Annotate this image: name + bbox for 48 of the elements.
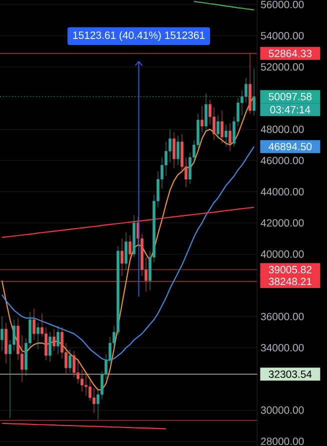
candlestick — [80, 369, 84, 392]
y-tick-label: 34000.00 — [260, 344, 304, 352]
candlestick — [88, 380, 92, 402]
candlestick — [164, 142, 168, 176]
candlestick — [76, 358, 80, 384]
candlestick — [32, 308, 36, 340]
candlestick — [220, 110, 224, 144]
y-tick-label: 52000.00 — [260, 63, 304, 71]
candlestick — [176, 135, 180, 166]
candlestick — [120, 238, 124, 276]
candlestick — [56, 326, 60, 354]
y-tick-label: 48000.00 — [260, 126, 304, 134]
candlestick — [44, 327, 48, 360]
candlestick — [92, 388, 96, 414]
y-tick-label: 40000.00 — [260, 250, 304, 258]
ref-line-label: 39005.82 — [268, 266, 312, 274]
candlestick — [72, 350, 76, 378]
y-tick-label: 28000.00 — [261, 438, 304, 446]
candlestick — [12, 319, 16, 352]
candlestick — [228, 122, 232, 152]
candlestick — [84, 374, 88, 396]
y-tick-label: 46000.00 — [260, 156, 304, 164]
candlestick — [52, 328, 56, 352]
candlestick — [216, 115, 220, 139]
candlestick — [0, 316, 4, 352]
y-tick-label: 54000.00 — [260, 32, 304, 40]
candlestick — [172, 132, 176, 169]
text: 03:47:14 — [270, 106, 310, 114]
data-label: 46894.50 — [268, 142, 312, 150]
candlestick — [36, 322, 40, 350]
ref-line-label: 38248.21 — [268, 278, 312, 286]
annotation: 15123.61 (40.41%) 1512361 — [73, 31, 205, 41]
candlestick — [128, 235, 132, 261]
y-tick-label: 44000.00 — [260, 188, 304, 196]
candlestick — [168, 129, 172, 162]
y-tick-label: 56000.00 — [260, 0, 304, 8]
candlestick — [224, 124, 228, 147]
candlestick — [212, 107, 216, 140]
y-tick-label: 42000.00 — [260, 219, 304, 227]
candlestick — [48, 332, 52, 362]
y-tick-label: 36000.00 — [260, 312, 304, 320]
candlestick — [124, 232, 128, 270]
ref-line-label: 52864.33 — [268, 50, 312, 58]
ref-line-label: 50097.58 — [268, 92, 312, 100]
candlestick — [68, 349, 72, 373]
candlestick — [200, 106, 204, 133]
y-tick-label: 30000.00 — [260, 406, 304, 414]
ref-line-label: 32303.54 — [268, 370, 312, 378]
